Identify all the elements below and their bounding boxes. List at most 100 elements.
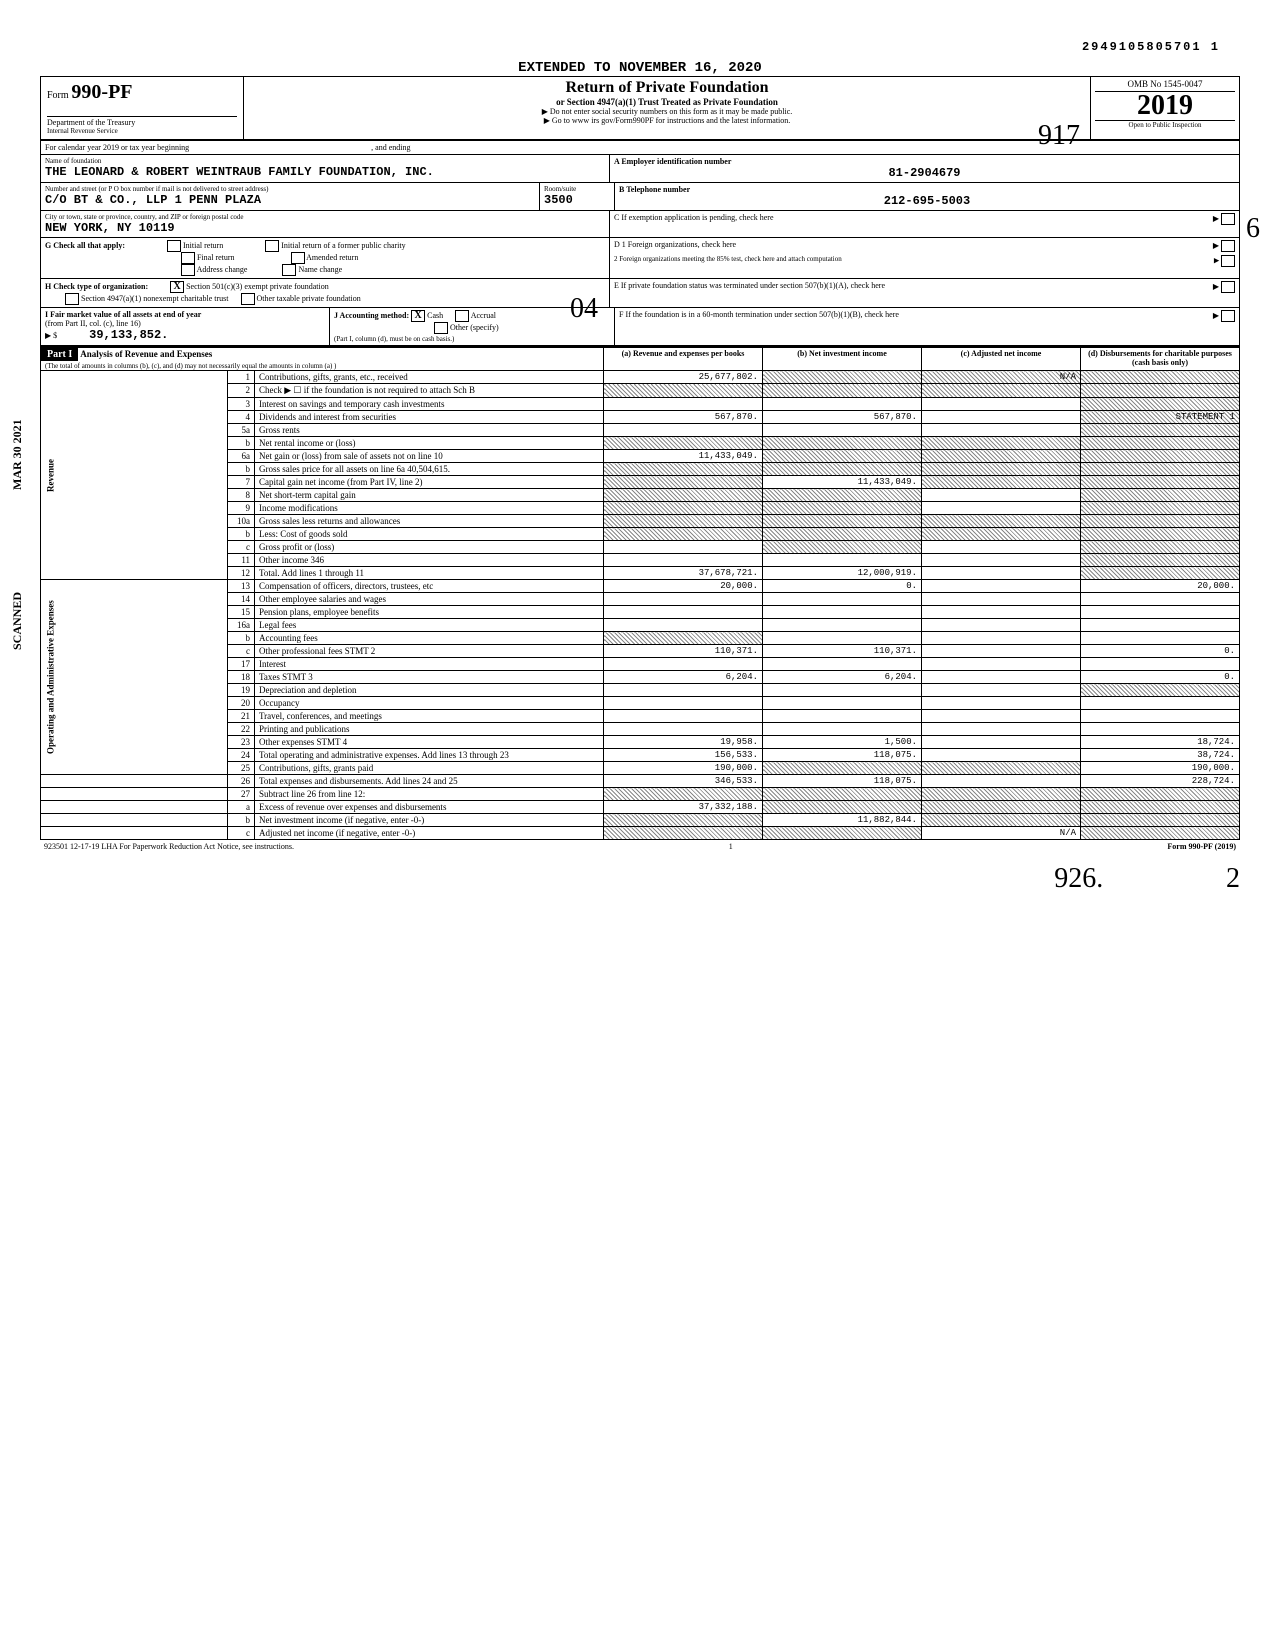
j-cash-cb[interactable]: X — [411, 310, 425, 322]
cell-c — [922, 645, 1081, 658]
cell-a — [604, 788, 763, 801]
cell-a — [604, 619, 763, 632]
j-other-cb[interactable] — [434, 322, 448, 334]
section-label-exp: Operating and Administrative Expenses — [41, 580, 228, 775]
street-tel-row: Number and street (or P O box number if … — [40, 183, 1240, 211]
g-amended-cb[interactable] — [291, 252, 305, 264]
cell-a — [604, 827, 763, 840]
line-number: 11 — [228, 554, 255, 567]
line-label: Occupancy — [255, 697, 604, 710]
line-label: Total operating and administrative expen… — [255, 749, 604, 762]
cell-d — [1081, 554, 1240, 567]
line-label: Other income 346 — [255, 554, 604, 567]
cell-b — [763, 424, 922, 437]
cell-d: 228,724. — [1081, 775, 1240, 788]
line-number: 13 — [228, 580, 255, 593]
cell-b — [763, 371, 922, 384]
line-label: Net gain or (loss) from sale of assets n… — [255, 450, 604, 463]
form-subtitle3: ▶ Go to www irs gov/Form990PF for instru… — [250, 116, 1084, 125]
tel-label: B Telephone number — [619, 185, 1235, 194]
line-label: Subtract line 26 from line 12: — [255, 788, 604, 801]
part1-table: Part I Analysis of Revenue and Expenses … — [40, 347, 1240, 840]
cell-a — [604, 489, 763, 502]
c-checkbox[interactable] — [1221, 213, 1235, 225]
g-final-cb[interactable] — [181, 252, 195, 264]
line-number: 5a — [228, 424, 255, 437]
d2-checkbox[interactable] — [1221, 255, 1235, 267]
handwritten-2: 2 — [1226, 863, 1240, 894]
cell-a — [604, 723, 763, 736]
cell-b: 11,882,844. — [763, 814, 922, 827]
e-checkbox[interactable] — [1221, 281, 1235, 293]
cell-a — [604, 541, 763, 554]
cell-a: 19,958. — [604, 736, 763, 749]
cell-d: 0. — [1081, 671, 1240, 684]
g-initial-cb[interactable] — [167, 240, 181, 252]
h-other-cb[interactable] — [241, 293, 255, 305]
footer-right: Form 990-PF (2019) — [1167, 842, 1236, 851]
cell-a — [604, 384, 763, 398]
line-number: 3 — [228, 398, 255, 411]
public-inspection: Open to Public Inspection — [1095, 120, 1235, 129]
line-number: 4 — [228, 411, 255, 424]
tel-block: B Telephone number 212-695-5003 — [615, 183, 1239, 210]
d1-label: D 1 Foreign organizations, check here — [614, 240, 736, 249]
city-c-row: City or town, state or province, country… — [40, 211, 1240, 238]
cell-c — [922, 606, 1081, 619]
part1-header-row: Part I Analysis of Revenue and Expenses … — [41, 348, 1240, 371]
dln-number: 2949105805701 1 — [1082, 40, 1220, 54]
part1-sub: (The total of amounts in columns (b), (c… — [41, 362, 336, 370]
line-number: 21 — [228, 710, 255, 723]
cell-d — [1081, 398, 1240, 411]
col-a-header: (a) Revenue and expenses per books — [604, 348, 763, 371]
g-initial-former-cb[interactable] — [265, 240, 279, 252]
f-checkbox[interactable] — [1221, 310, 1235, 322]
foundation-name: THE LEONARD & ROBERT WEINTRAUB FAMILY FO… — [45, 165, 605, 179]
cell-a: 37,332,188. — [604, 801, 763, 814]
i-sub: (from Part II, col. (c), line 16) — [45, 319, 141, 328]
cell-c — [922, 788, 1081, 801]
section-spacer — [41, 775, 228, 788]
cell-d: 0. — [1081, 645, 1240, 658]
room-label: Room/suite — [544, 185, 610, 193]
cell-a: 156,533. — [604, 749, 763, 762]
line-label: Dividends and interest from securities — [255, 411, 604, 424]
line-label: Travel, conferences, and meetings — [255, 710, 604, 723]
h-501c3-cb[interactable]: X — [170, 281, 184, 293]
g-address-cb[interactable] — [181, 264, 195, 276]
ein-block: A Employer identification number 81-2904… — [610, 155, 1239, 182]
h-4947-cb[interactable] — [65, 293, 79, 305]
j-accrual-cb[interactable] — [455, 310, 469, 322]
cell-b — [763, 710, 922, 723]
cell-d — [1081, 384, 1240, 398]
cell-b: 118,075. — [763, 749, 922, 762]
cell-d — [1081, 567, 1240, 580]
cell-b — [763, 437, 922, 450]
i-block: I Fair market value of all assets at end… — [41, 308, 330, 345]
cell-a — [604, 606, 763, 619]
ein-label: A Employer identification number — [614, 157, 1235, 166]
cell-b — [763, 528, 922, 541]
cell-d — [1081, 515, 1240, 528]
name-block: Name of foundation THE LEONARD & ROBERT … — [41, 155, 610, 182]
g-name-cb[interactable] — [282, 264, 296, 276]
cell-d — [1081, 463, 1240, 476]
line-label: Legal fees — [255, 619, 604, 632]
cell-c — [922, 580, 1081, 593]
cell-d — [1081, 658, 1240, 671]
cell-c — [922, 515, 1081, 528]
form-title: Return of Private Foundation — [250, 79, 1084, 97]
d1-checkbox[interactable] — [1221, 240, 1235, 252]
cell-b — [763, 450, 922, 463]
cell-b: 0. — [763, 580, 922, 593]
line-number: 22 — [228, 723, 255, 736]
i-note: (Part I, column (d), must be on cash bas… — [334, 335, 454, 343]
section-spacer — [41, 788, 228, 801]
cell-d — [1081, 371, 1240, 384]
footer-left: 923501 12-17-19 LHA For Paperwork Reduct… — [44, 842, 294, 851]
cell-b — [763, 554, 922, 567]
cell-c — [922, 684, 1081, 697]
cell-a — [604, 593, 763, 606]
cell-b — [763, 762, 922, 775]
form-number: 990-PF — [71, 81, 132, 103]
